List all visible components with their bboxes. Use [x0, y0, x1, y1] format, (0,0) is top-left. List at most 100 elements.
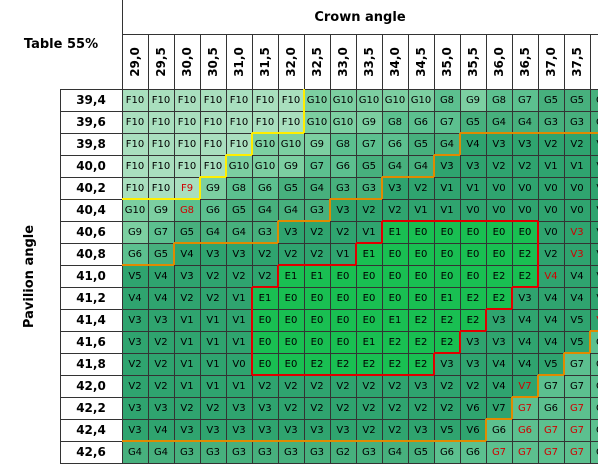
crown-angle-value: 34,0	[388, 46, 403, 77]
grade-cell: G7	[590, 375, 598, 397]
grade-cell: G3	[304, 441, 330, 463]
zone-boundary	[252, 242, 278, 244]
grade-cell: F10	[148, 89, 174, 111]
grade-cell: V1	[590, 133, 598, 155]
grade-cell: V0	[486, 177, 512, 199]
grid-line	[200, 34, 201, 464]
grade-cell: V4	[460, 133, 486, 155]
zone-boundary	[200, 440, 226, 442]
grade-cell: G6	[330, 155, 356, 177]
grade-cell: V1	[434, 199, 460, 221]
grade-cell: E0	[356, 265, 382, 287]
grade-cell: E0	[278, 309, 304, 331]
crown-angle-value: 31,5	[258, 46, 273, 77]
grade-cell: V1	[200, 353, 226, 375]
grid-line	[460, 34, 461, 464]
grade-cell: F9	[174, 177, 200, 199]
grade-cell: V3	[122, 419, 148, 441]
pavilion-angle-header: 40,8	[76, 247, 106, 261]
grade-cell: V3	[122, 397, 148, 419]
grade-cell: V3	[408, 419, 434, 441]
zone-boundary	[537, 243, 539, 265]
grade-cell: V2	[278, 397, 304, 419]
crown-angle-header: 29,5	[148, 34, 174, 89]
grade-cell: E0	[460, 243, 486, 265]
zone-boundary	[537, 375, 539, 397]
grid-line	[408, 34, 409, 464]
grade-cell: G4	[252, 199, 278, 221]
grade-cell: V2	[538, 243, 564, 265]
grade-cell: E1	[252, 287, 278, 309]
zone-boundary	[251, 287, 253, 309]
grade-cell: V1	[174, 331, 200, 353]
grade-cell: V3	[304, 419, 330, 441]
grade-cell: G6	[512, 419, 538, 441]
grade-cell: V0	[538, 199, 564, 221]
grade-cell: V1	[226, 287, 252, 309]
zone-boundary	[511, 397, 513, 419]
grade-cell: F10	[122, 155, 148, 177]
zone-boundary	[225, 155, 227, 177]
crown-angle-value: 32,5	[310, 46, 325, 77]
grade-cell: V1	[226, 309, 252, 331]
grade-cell: V3	[174, 265, 200, 287]
grade-cell: G3	[200, 441, 226, 463]
grade-cell: V3	[564, 221, 590, 243]
grade-cell: V1	[226, 375, 252, 397]
grade-cell: F10	[122, 111, 148, 133]
zone-boundary	[459, 331, 461, 353]
grade-cell: V4	[512, 331, 538, 353]
grade-cell: F10	[252, 111, 278, 133]
grade-cell: G5	[408, 441, 434, 463]
grade-cell: G10	[382, 89, 408, 111]
grid-line	[60, 419, 598, 420]
grade-cell: G7	[538, 419, 564, 441]
grade-cell: V6	[460, 397, 486, 419]
grade-cell: V1	[174, 309, 200, 331]
grade-cell: V0	[512, 177, 538, 199]
grade-cell: E0	[252, 309, 278, 331]
pavilion-angle-header: 40,6	[76, 225, 106, 239]
grade-cell: G7	[538, 441, 564, 463]
grade-cell: G10	[122, 199, 148, 221]
zone-boundary	[304, 440, 330, 442]
grade-cell: V7	[512, 375, 538, 397]
grade-cell: E0	[330, 265, 356, 287]
grade-cell: F10	[226, 133, 252, 155]
zone-boundary	[251, 133, 253, 155]
zone-boundary	[434, 154, 460, 156]
grade-cell: G9	[356, 111, 382, 133]
grade-cell: F10	[278, 89, 304, 111]
grid-line	[60, 155, 598, 156]
grade-cell: E0	[304, 309, 330, 331]
grade-cell: G8	[174, 199, 200, 221]
grade-cell: G5	[226, 199, 252, 221]
grade-cell: V1	[356, 221, 382, 243]
grade-cell: V2	[278, 243, 304, 265]
grade-cell: G7	[564, 397, 590, 419]
grade-cell: V2	[356, 419, 382, 441]
grade-cell: G9	[200, 177, 226, 199]
zone-boundary	[538, 374, 564, 376]
grade-cell: G7	[538, 375, 564, 397]
zone-boundary	[174, 242, 200, 244]
grade-cell: V3	[564, 243, 590, 265]
grid-line	[486, 34, 487, 464]
pavilion-angle-header: 40,0	[76, 159, 106, 173]
grade-cell: V3	[486, 133, 512, 155]
grade-cell: V5	[434, 419, 460, 441]
grade-cell: E1	[382, 221, 408, 243]
grade-cell: G7	[590, 331, 598, 353]
grade-cell: E1	[434, 287, 460, 309]
grade-cell: V1	[200, 331, 226, 353]
grade-cell: G3	[278, 441, 304, 463]
grade-cell: G6	[538, 397, 564, 419]
zone-boundary	[174, 440, 200, 442]
crown-angle-header: 38,0	[590, 34, 598, 89]
grade-cell: V3	[590, 221, 598, 243]
grid-line	[60, 287, 598, 288]
grade-cell: E0	[408, 287, 434, 309]
zone-boundary	[252, 286, 278, 288]
grade-cell: G3	[356, 177, 382, 199]
grade-cell: G2	[330, 441, 356, 463]
